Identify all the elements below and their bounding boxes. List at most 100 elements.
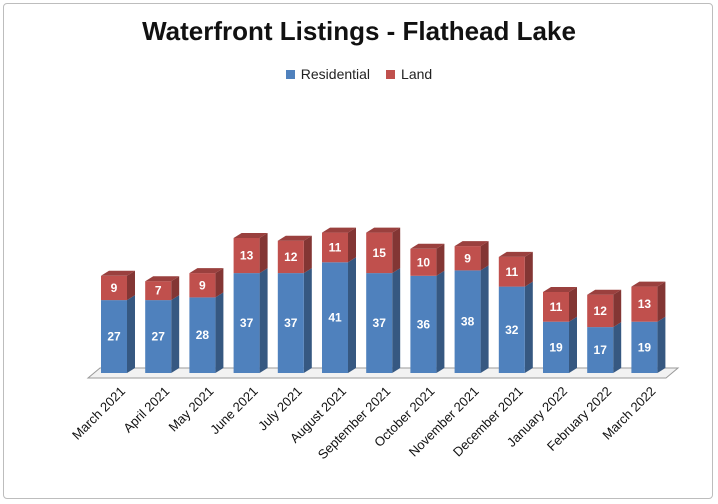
bar-land <box>587 294 614 328</box>
data-label-residential: 38 <box>461 315 475 329</box>
bar-side-residential <box>613 322 622 373</box>
legend-item-land: Land <box>386 66 432 82</box>
data-label-land: 9 <box>199 278 206 292</box>
bar-land <box>101 275 127 301</box>
bar-side-residential <box>524 281 533 373</box>
bar-side-residential <box>259 268 268 373</box>
bar-residential <box>498 286 525 373</box>
data-label-land: 13 <box>638 297 652 311</box>
data-label-land: 7 <box>155 284 162 298</box>
data-label-land: 12 <box>594 304 608 318</box>
data-label-residential: 19 <box>638 340 652 354</box>
x-tick-label: April 2021 <box>120 384 172 436</box>
bar-residential <box>410 275 437 373</box>
bar-top-land <box>410 243 445 249</box>
bar-land <box>631 286 658 322</box>
chart-frame <box>3 3 713 499</box>
bar-side-land <box>436 243 445 276</box>
data-label-residential: 37 <box>240 316 254 330</box>
bar-residential <box>631 321 658 373</box>
legend-label-residential: Residential <box>300 66 371 82</box>
data-label-residential: 19 <box>549 340 563 354</box>
data-label-land: 11 <box>505 265 518 279</box>
bar-side-land <box>480 241 489 271</box>
data-label-residential: 27 <box>152 330 166 344</box>
bar-side-residential <box>215 292 224 373</box>
bar-top-land <box>322 227 356 233</box>
bar-side-land <box>613 289 622 328</box>
bar-side-land <box>259 233 268 274</box>
data-label-residential: 41 <box>328 311 342 325</box>
bar-side-residential <box>392 268 401 373</box>
legend-swatch-residential <box>285 69 295 79</box>
bar-side-residential <box>436 270 445 373</box>
data-label-land: 11 <box>550 300 563 314</box>
bar-top-land <box>498 251 533 257</box>
chart-legend: Residential Land <box>0 66 718 82</box>
bar-top-land <box>189 268 224 274</box>
data-label-land: 15 <box>373 246 387 260</box>
bar-side-land <box>657 281 666 322</box>
legend-item-residential: Residential <box>285 66 371 82</box>
bar-top-land <box>366 227 401 233</box>
legend-swatch-land <box>386 69 396 79</box>
bar-residential <box>277 273 304 373</box>
bar-top-land <box>277 235 312 241</box>
bar-top-land <box>543 287 577 292</box>
data-label-land: 12 <box>284 250 298 264</box>
data-label-land: 11 <box>329 240 342 254</box>
bar-residential <box>366 273 393 373</box>
x-tick-label: March 2021 <box>69 384 128 443</box>
bar-side-land <box>524 251 533 287</box>
data-label-residential: 17 <box>594 343 608 357</box>
bar-side-land <box>348 227 356 263</box>
bar-residential <box>322 262 348 373</box>
bar-side-residential <box>127 295 135 373</box>
bar-residential <box>233 273 260 373</box>
data-label-residential: 32 <box>505 323 519 337</box>
bar-land <box>454 246 481 271</box>
bar-land <box>543 292 569 322</box>
bar-side-land <box>392 227 401 274</box>
bar-side-land <box>171 276 180 301</box>
bar-side-residential <box>657 316 666 373</box>
bar-land <box>145 281 172 301</box>
bar-residential <box>543 321 569 373</box>
bar-residential <box>587 327 614 373</box>
data-label-residential: 27 <box>107 330 121 344</box>
bar-side-land <box>215 268 224 298</box>
bar-side-residential <box>348 257 356 373</box>
bar-land <box>189 273 216 298</box>
legend-label-land: Land <box>401 66 433 82</box>
bar-side-residential <box>303 268 312 373</box>
data-label-residential: 36 <box>417 317 431 331</box>
bar-side-land <box>303 235 312 274</box>
bar-residential <box>145 300 172 373</box>
bar-side-residential <box>480 265 489 373</box>
bar-top-land <box>587 289 622 295</box>
bar-top-land <box>631 281 666 287</box>
bar-top-land <box>145 276 180 282</box>
bar-residential <box>454 270 481 373</box>
bar-land <box>233 238 260 274</box>
bar-side-residential <box>171 295 180 373</box>
bar-side-land <box>569 287 577 322</box>
bar-land <box>322 232 348 263</box>
bar-residential <box>101 300 127 373</box>
bar-top-land <box>454 241 489 247</box>
bar-land <box>277 240 304 274</box>
bar-top-land <box>101 270 135 276</box>
data-label-residential: 37 <box>373 316 387 330</box>
data-label-residential: 28 <box>196 328 210 342</box>
data-label-land: 9 <box>464 251 471 265</box>
data-label-land: 9 <box>111 281 118 295</box>
chart-title: Waterfront Listings - Flathead Lake <box>142 16 576 46</box>
bar-land <box>366 232 393 274</box>
bar-side-land <box>127 270 135 301</box>
bar-top-land <box>233 233 268 238</box>
bar-land <box>498 256 525 287</box>
data-label-residential: 37 <box>284 316 298 330</box>
data-label-land: 10 <box>417 255 431 269</box>
bar-residential <box>189 297 216 373</box>
